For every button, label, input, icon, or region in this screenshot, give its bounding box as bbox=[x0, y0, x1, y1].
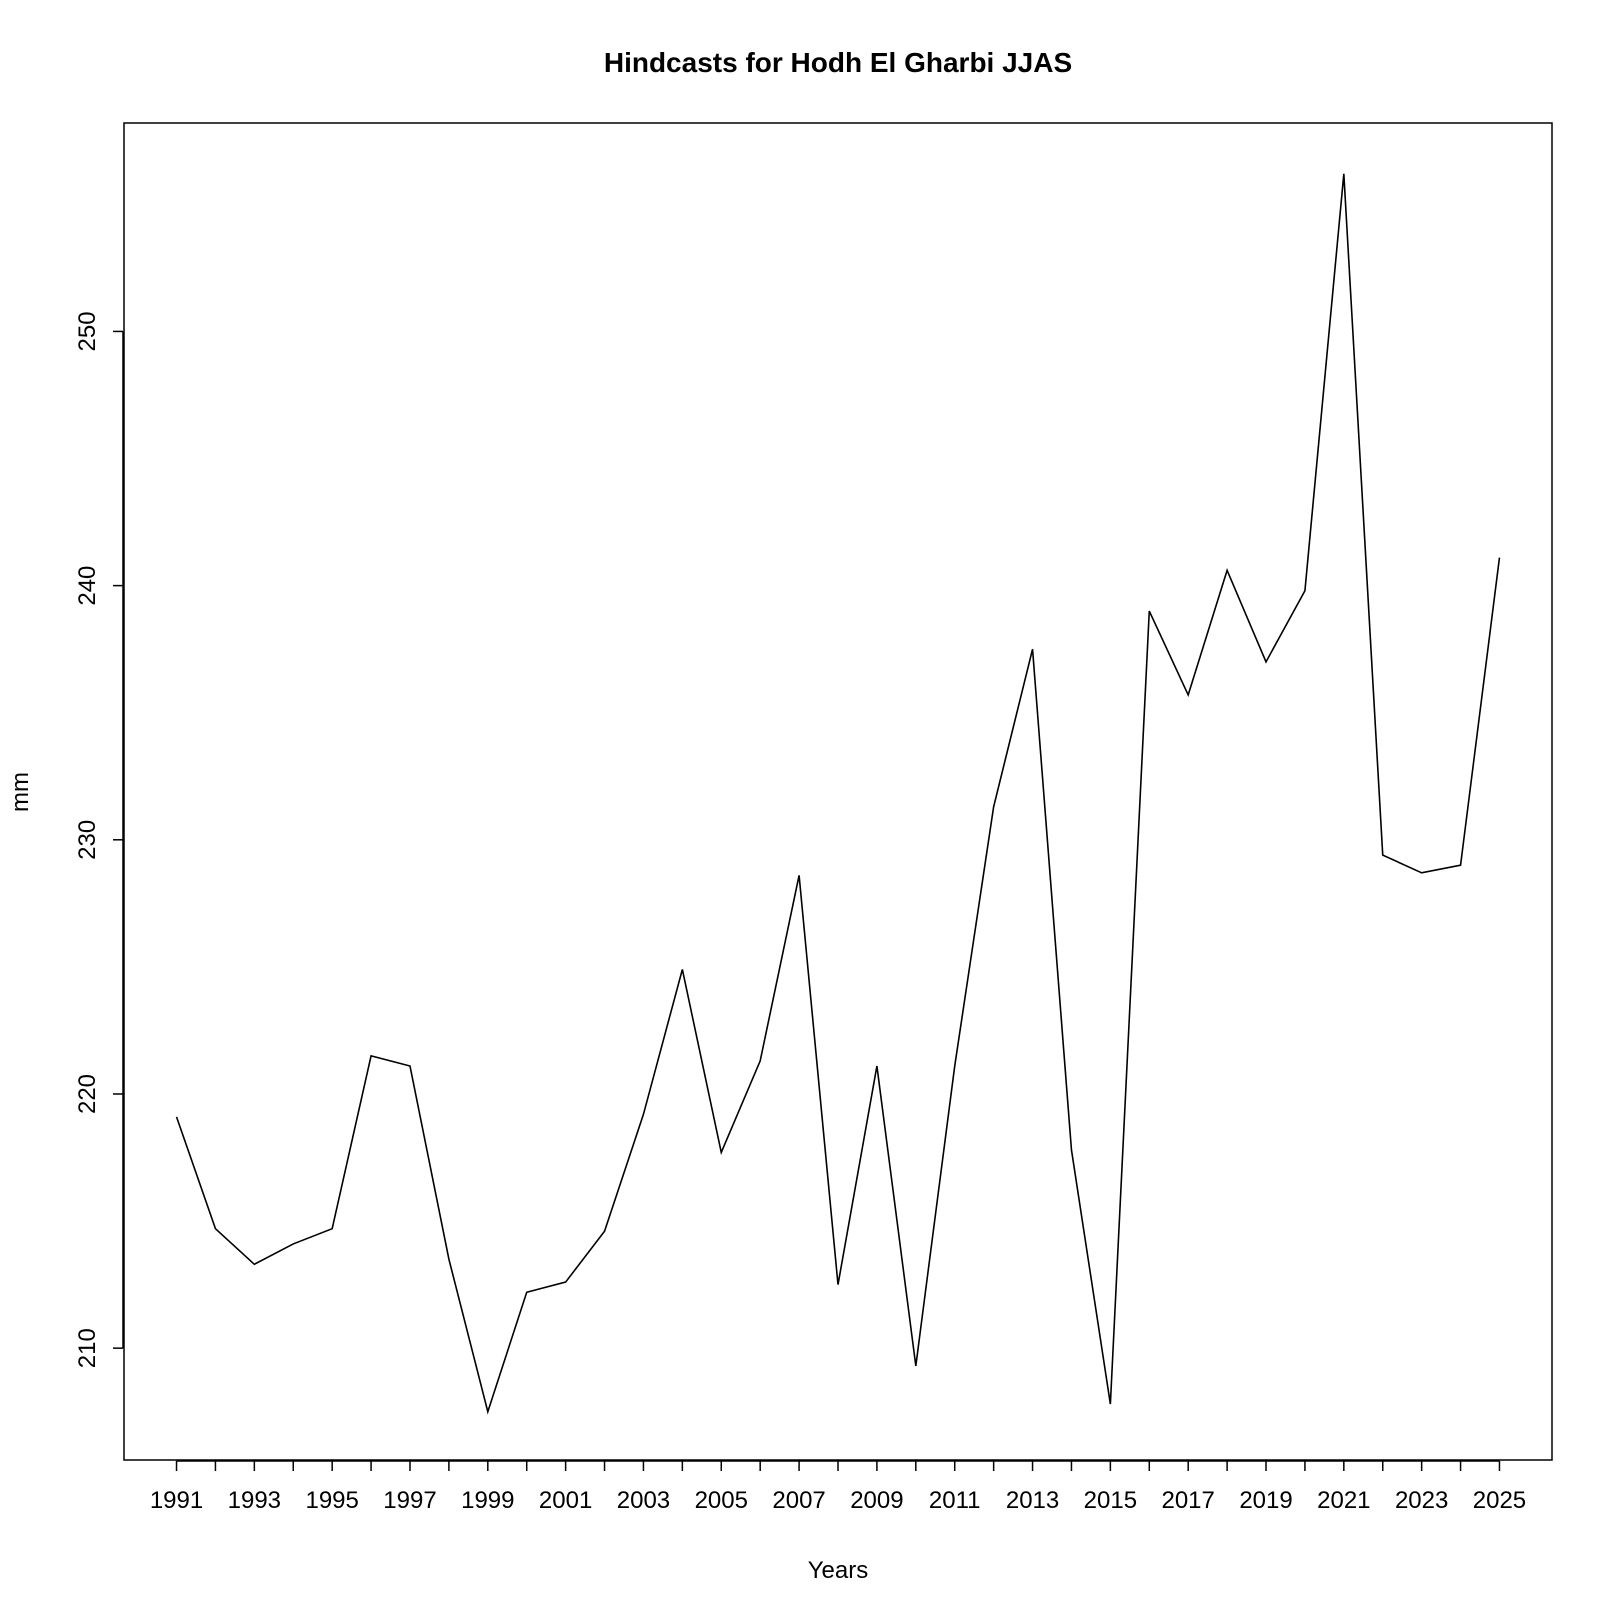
x-tick-label: 2003 bbox=[617, 1487, 670, 1514]
x-tick-label: 2007 bbox=[772, 1487, 825, 1514]
x-tick-label: 1993 bbox=[228, 1487, 281, 1514]
x-tick-label: 1995 bbox=[305, 1487, 358, 1514]
x-tick-label: 2005 bbox=[695, 1487, 748, 1514]
plot-frame bbox=[123, 122, 1553, 1461]
chart-title: Hindcasts for Hodh El Gharbi JJAS bbox=[604, 47, 1072, 78]
y-tick-label: 220 bbox=[74, 1074, 101, 1114]
series-line bbox=[175, 173, 1501, 1415]
x-tick-label: 1991 bbox=[150, 1487, 203, 1514]
x-tick-label: 1997 bbox=[383, 1487, 436, 1514]
x-tick-label: 2023 bbox=[1395, 1487, 1448, 1514]
x-tick-label: 2011 bbox=[929, 1487, 981, 1514]
x-tick-label: 2017 bbox=[1161, 1487, 1214, 1514]
y-tick-label: 250 bbox=[74, 311, 101, 351]
y-tick-label: 240 bbox=[74, 566, 101, 606]
y-tick-label: 210 bbox=[74, 1328, 101, 1368]
x-tick-label: 2013 bbox=[1006, 1487, 1059, 1514]
x-tick-label: 2001 bbox=[539, 1487, 592, 1514]
x-tick-label: 2009 bbox=[850, 1487, 903, 1514]
x-tick-label: 2015 bbox=[1084, 1487, 1137, 1514]
x-tick-label: 2021 bbox=[1317, 1487, 1370, 1514]
x-tick-label: 2019 bbox=[1239, 1487, 1292, 1514]
y-axis-label: mm bbox=[7, 772, 34, 812]
x-axis-label: Years bbox=[808, 1557, 869, 1584]
x-tick-label: 1999 bbox=[461, 1487, 514, 1514]
x-axis: 1991 1993 1995 1997 1999 2001 2003 2005 2007 2009… bbox=[150, 1460, 1526, 1514]
x-tick-label: 2025 bbox=[1473, 1487, 1526, 1514]
y-axis: 210 220 230 240 250 bbox=[74, 311, 124, 1368]
y-tick-label: 230 bbox=[74, 820, 101, 860]
